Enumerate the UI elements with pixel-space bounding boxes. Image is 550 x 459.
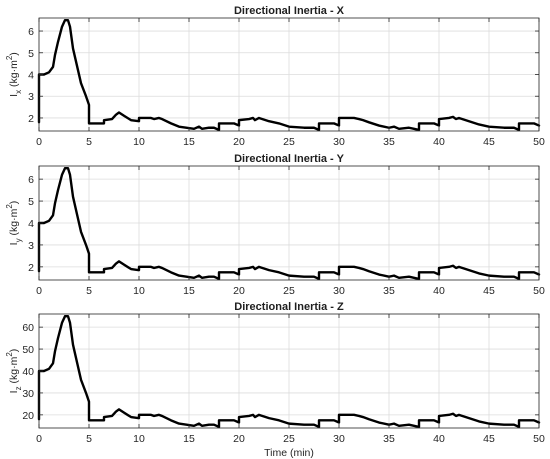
x-tick-label: 35 [383,433,395,445]
x-tick-label: 5 [86,285,92,297]
y-tick-label: 5 [28,196,34,208]
x-tick-label: 35 [383,136,395,148]
y-axis-label: Ix (kg·m2) [5,52,23,97]
x-axis-label: Time (min) [264,447,314,459]
y-tick-label: 3 [28,240,34,252]
x-tick-label: 5 [86,136,92,148]
x-tick-label: 40 [433,433,445,445]
x-tick-label: 10 [133,433,145,445]
x-tick-label: 15 [183,285,195,297]
x-tick-label: 15 [183,136,195,148]
chart-title: Directional Inertia - Y [234,153,344,165]
x-tick-label: 20 [233,433,245,445]
x-tick-label: 40 [433,136,445,148]
y-tick-label: 3 [28,91,34,103]
x-tick-label: 30 [333,136,345,148]
x-tick-label: 5 [86,433,92,445]
y-tick-label: 20 [22,410,34,422]
y-tick-label: 5 [28,48,34,60]
y-axis-label: Iz (kg·m2) [5,349,23,394]
y-tick-label: 30 [22,388,34,400]
y-tick-label: 4 [28,218,34,230]
y-tick-label: 6 [28,26,34,38]
y-tick-label: 4 [28,70,34,82]
y-axis-label: Iy (kg·m2) [5,201,23,246]
y-tick-label: 40 [22,366,34,378]
x-tick-label: 50 [533,285,545,297]
inertia-series-line [37,18,541,132]
x-tick-label: 0 [36,285,42,297]
chart-title: Directional Inertia - X [234,5,345,17]
x-tick-label: 25 [283,433,295,445]
x-tick-label: 45 [483,433,495,445]
inertia-series-line [37,166,541,281]
y-tick-label: 60 [22,322,34,334]
chart-title: Directional Inertia - Z [234,301,344,313]
x-tick-label: 20 [233,285,245,297]
x-tick-label: 15 [183,433,195,445]
x-tick-label: 40 [433,285,445,297]
x-tick-label: 20 [233,136,245,148]
x-tick-label: 45 [483,136,495,148]
x-tick-label: 0 [36,136,42,148]
x-tick-label: 10 [133,285,145,297]
x-tick-label: 35 [383,285,395,297]
y-tick-label: 2 [28,113,34,125]
y-tick-label: 50 [22,344,34,356]
x-tick-label: 25 [283,285,295,297]
y-tick-label: 2 [28,262,34,274]
x-tick-label: 30 [333,433,345,445]
x-tick-label: 45 [483,285,495,297]
x-tick-label: 25 [283,136,295,148]
y-tick-label: 6 [28,174,34,186]
x-tick-label: 50 [533,136,545,148]
x-tick-label: 50 [533,433,545,445]
x-tick-label: 0 [36,433,42,445]
inertia-series-line [37,314,541,429]
x-tick-label: 30 [333,285,345,297]
chart-panel-3: 0 5 10 15 20 25 30 35 40 45 50 20 30 40 50 60 Directiona… [5,301,545,459]
x-tick-label: 10 [133,136,145,148]
